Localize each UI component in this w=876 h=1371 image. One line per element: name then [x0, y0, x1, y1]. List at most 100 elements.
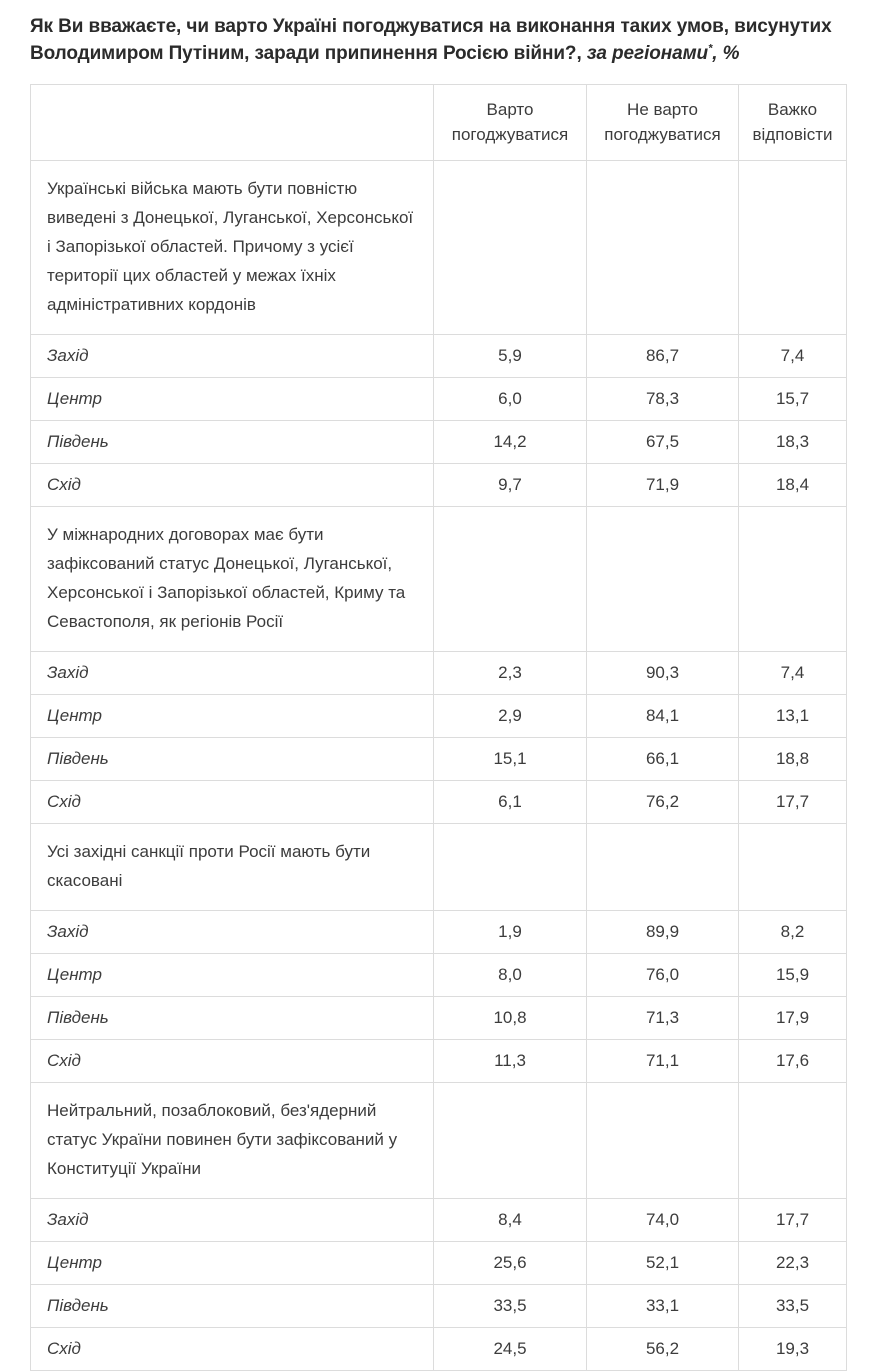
- value-cell: 66,1: [586, 736, 739, 781]
- region-row: Захід 5,9 86,7 7,4: [30, 333, 847, 378]
- value-cell: 11,3: [433, 1038, 587, 1083]
- region-label: Південь: [30, 1283, 434, 1328]
- region-row: Південь 33,5 33,1 33,5: [30, 1283, 847, 1328]
- header-row: Варто погоджуватися Не варто погоджувати…: [30, 83, 847, 161]
- title-main: Як Ви вважаєте, чи варто Україні погоджу…: [30, 16, 832, 64]
- region-label: Захід: [30, 333, 434, 378]
- region-row: Захід 8,4 74,0 17,7: [30, 1197, 847, 1242]
- value-cell: 7,4: [738, 333, 847, 378]
- value-cell: 7,4: [738, 650, 847, 695]
- region-row: Центр 6,0 78,3 15,7: [30, 376, 847, 421]
- value-cell: 71,1: [586, 1038, 739, 1083]
- region-row: Схід 9,7 71,9 18,4: [30, 462, 847, 507]
- table-body: Українські війська мають бути повністю в…: [30, 159, 847, 1371]
- region-label: Захід: [30, 650, 434, 695]
- empty-cell: [433, 505, 587, 652]
- value-cell: 17,6: [738, 1038, 847, 1083]
- region-label: Центр: [30, 952, 434, 997]
- region-row: Центр 8,0 76,0 15,9: [30, 952, 847, 997]
- survey-results-table: Варто погоджуватися Не варто погоджувати…: [30, 83, 847, 1371]
- title-asterisk: *: [708, 42, 713, 55]
- empty-cell: [738, 159, 847, 335]
- region-row: Південь 10,8 71,3 17,9: [30, 995, 847, 1040]
- value-cell: 52,1: [586, 1240, 739, 1285]
- empty-cell: [738, 505, 847, 652]
- region-row: Схід 24,5 56,2 19,3: [30, 1326, 847, 1371]
- region-row: Центр 2,9 84,1 13,1: [30, 693, 847, 738]
- empty-cell: [586, 505, 739, 652]
- value-cell: 78,3: [586, 376, 739, 421]
- value-cell: 56,2: [586, 1326, 739, 1371]
- empty-cell: [433, 822, 587, 911]
- value-cell: 1,9: [433, 909, 587, 954]
- region-row: Південь 15,1 66,1 18,8: [30, 736, 847, 781]
- value-cell: 76,0: [586, 952, 739, 997]
- column-header-agree: Варто погоджуватися: [433, 83, 587, 161]
- region-label: Центр: [30, 376, 434, 421]
- empty-cell: [433, 1081, 587, 1199]
- value-cell: 90,3: [586, 650, 739, 695]
- value-cell: 74,0: [586, 1197, 739, 1242]
- empty-cell: [586, 1081, 739, 1199]
- region-label: Захід: [30, 909, 434, 954]
- value-cell: 17,7: [738, 1197, 847, 1242]
- table-header: Варто погоджуватися Не варто погоджувати…: [30, 83, 847, 161]
- condition-text: Нейтральний, позаблоковий, без'ядерний с…: [30, 1081, 434, 1199]
- value-cell: 15,7: [738, 376, 847, 421]
- region-row: Схід 6,1 76,2 17,7: [30, 779, 847, 824]
- region-row: Центр 25,6 52,1 22,3: [30, 1240, 847, 1285]
- value-cell: 67,5: [586, 419, 739, 464]
- condition-row: Українські війська мають бути повністю в…: [30, 159, 847, 335]
- region-row: Захід 2,3 90,3 7,4: [30, 650, 847, 695]
- column-header-disagree: Не варто погоджуватися: [586, 83, 739, 161]
- page-title: Як Ви вважаєте, чи варто Україні погоджу…: [30, 14, 846, 68]
- region-label: Схід: [30, 779, 434, 824]
- region-row: Захід 1,9 89,9 8,2: [30, 909, 847, 954]
- empty-cell: [586, 822, 739, 911]
- condition-row: У міжнародних договорах має бути зафіксо…: [30, 505, 847, 652]
- value-cell: 8,4: [433, 1197, 587, 1242]
- value-cell: 10,8: [433, 995, 587, 1040]
- value-cell: 18,3: [738, 419, 847, 464]
- value-cell: 13,1: [738, 693, 847, 738]
- region-label: Схід: [30, 1326, 434, 1371]
- value-cell: 18,4: [738, 462, 847, 507]
- value-cell: 8,0: [433, 952, 587, 997]
- region-row: Схід 11,3 71,1 17,6: [30, 1038, 847, 1083]
- value-cell: 15,1: [433, 736, 587, 781]
- value-cell: 6,1: [433, 779, 587, 824]
- region-label: Схід: [30, 1038, 434, 1083]
- region-label: Захід: [30, 1197, 434, 1242]
- condition-row: Усі західні санкції проти Росії мають бу…: [30, 822, 847, 911]
- corner-cell: [30, 83, 434, 161]
- value-cell: 22,3: [738, 1240, 847, 1285]
- value-cell: 71,9: [586, 462, 739, 507]
- title-region-note: за регіонами*, %: [586, 42, 740, 64]
- value-cell: 33,5: [433, 1283, 587, 1328]
- value-cell: 71,3: [586, 995, 739, 1040]
- value-cell: 19,3: [738, 1326, 847, 1371]
- region-label: Центр: [30, 1240, 434, 1285]
- value-cell: 5,9: [433, 333, 587, 378]
- value-cell: 14,2: [433, 419, 587, 464]
- value-cell: 76,2: [586, 779, 739, 824]
- column-header-hard-to-answer: Важко відповісти: [738, 83, 847, 161]
- condition-row: Нейтральний, позаблоковий, без'ядерний с…: [30, 1081, 847, 1199]
- condition-text: У міжнародних договорах має бути зафіксо…: [30, 505, 434, 652]
- value-cell: 17,9: [738, 995, 847, 1040]
- value-cell: 89,9: [586, 909, 739, 954]
- value-cell: 6,0: [433, 376, 587, 421]
- region-row: Південь 14,2 67,5 18,3: [30, 419, 847, 464]
- value-cell: 86,7: [586, 333, 739, 378]
- value-cell: 24,5: [433, 1326, 587, 1371]
- value-cell: 18,8: [738, 736, 847, 781]
- value-cell: 17,7: [738, 779, 847, 824]
- value-cell: 9,7: [433, 462, 587, 507]
- value-cell: 33,1: [586, 1283, 739, 1328]
- region-label: Південь: [30, 995, 434, 1040]
- region-label: Центр: [30, 693, 434, 738]
- condition-text: Українські війська мають бути повністю в…: [30, 159, 434, 335]
- condition-text: Усі західні санкції проти Росії мають бу…: [30, 822, 434, 911]
- region-label: Схід: [30, 462, 434, 507]
